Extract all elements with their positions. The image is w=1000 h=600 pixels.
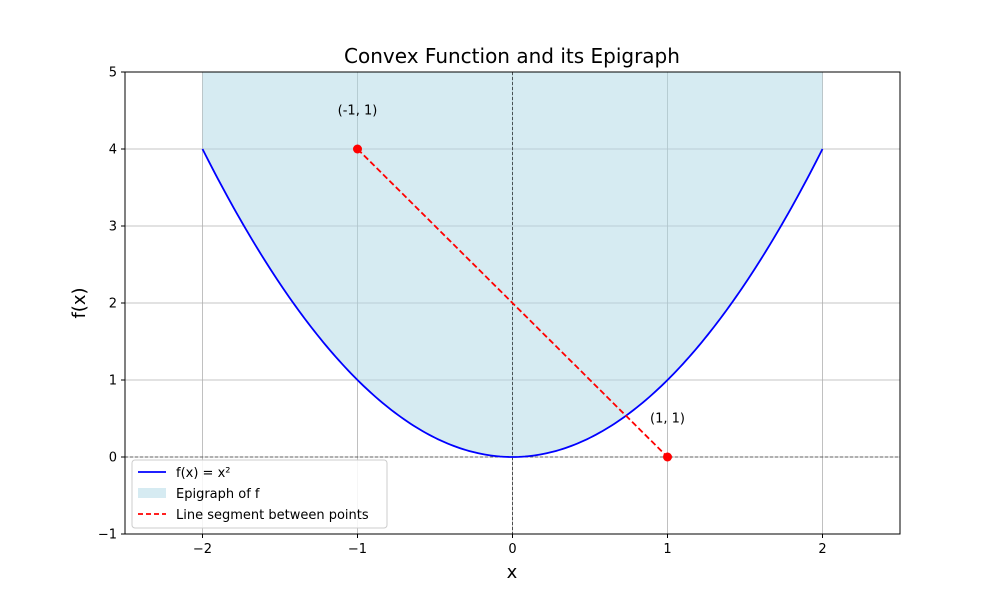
annotations: (-1, 1) (1, 1) — [338, 104, 685, 427]
annotation-2: (1, 1) — [650, 412, 685, 427]
chart-title: Convex Function and its Epigraph — [344, 44, 680, 68]
function-curve — [201, 148, 824, 458]
legend-box — [131, 459, 388, 529]
segment-point-2 — [663, 452, 672, 462]
x-tick-label: 1 — [663, 542, 671, 557]
segment-point-1 — [353, 144, 362, 154]
legend-label-epigraph: Epigraph of f — [176, 487, 260, 502]
x-tick-label: −2 — [193, 542, 212, 557]
legend-label-segment: Line segment between points — [176, 508, 369, 523]
y-tick-label: 3 — [109, 220, 117, 235]
annotation-1: (-1, 1) — [338, 104, 378, 119]
y-tick-label: 5 — [109, 66, 117, 81]
legend: f(x) = x² Epigraph of f Line segment bet… — [131, 459, 388, 529]
y-tick-label: −1 — [98, 528, 117, 543]
x-tick-label: −1 — [348, 542, 367, 557]
legend-label-function: f(x) = x² — [176, 466, 230, 481]
x-tick-label: 0 — [508, 542, 516, 557]
y-tick-label: 4 — [109, 143, 117, 158]
y-tick-label: 1 — [109, 374, 117, 389]
y-tick-label: 0 — [109, 451, 117, 466]
segment-line — [356, 148, 669, 458]
legend-swatch-epigraph — [138, 488, 166, 498]
ticks: −2 −1 0 1 2 −1 0 1 2 3 4 5 — [98, 66, 827, 558]
y-tick-label: 2 — [109, 297, 117, 312]
y-axis-label: f(x) — [69, 287, 90, 318]
segment-points — [353, 144, 672, 462]
x-tick-label: 2 — [818, 542, 826, 557]
x-axis-label: x — [507, 562, 518, 583]
